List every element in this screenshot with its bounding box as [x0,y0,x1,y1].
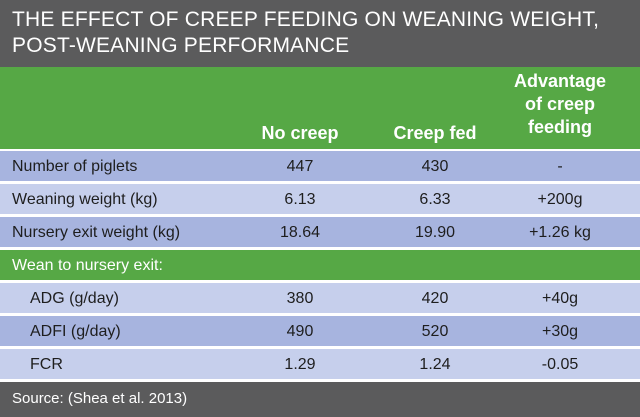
creep-fed-value: 420 [421,290,449,307]
column-header-no-creep: No creep [261,123,339,143]
table-row: ADFI (g/day) 490 520 +30g [0,314,640,346]
table-row: Nursery exit weight (kg) 18.64 19.90 +1.… [0,215,640,247]
table-row: Number of piglets 447 430 - [0,149,640,181]
advantage-value: +40g [541,290,579,307]
no-creep-value: 490 [286,323,314,340]
table-row: ADG (g/day) 380 420 +40g [0,281,640,313]
no-creep-value: 18.64 [279,224,321,241]
table-title: THE EFFECT OF CREEP FEEDING ON WEANING W… [0,0,640,67]
column-header-advantage: Advantage of creep feeding [500,70,620,139]
section-label-row: Wean to nursery exit: [0,248,640,280]
creep-fed-value: 1.24 [419,356,451,373]
column-header-advantage-line-2: of creep [524,94,596,114]
advantage-value: +200g [537,191,583,208]
no-creep-value: 6.13 [284,191,316,208]
column-header-creep-fed: Creep fed [393,123,477,143]
advantage-value: -0.05 [541,356,579,373]
advantage-value: +1.26 kg [529,224,591,241]
advantage-value: - [557,158,563,175]
table-row: Weaning weight (kg) 6.13 6.33 +200g [0,182,640,214]
row-label: FCR [30,356,63,373]
row-label: ADG (g/day) [30,290,119,307]
table-title-line-1: THE EFFECT OF CREEP FEEDING ON WEANING W… [12,8,600,31]
row-label: ADFI (g/day) [30,323,121,340]
advantage-value: +30g [541,323,579,340]
column-header-advantage-line-3: feeding [527,117,592,137]
no-creep-value: 380 [286,290,314,307]
table-row: FCR 1.29 1.24 -0.05 [0,347,640,379]
creep-fed-value: 520 [421,323,449,340]
no-creep-value: 1.29 [284,356,316,373]
column-header-advantage-line-1: Advantage [513,71,607,91]
creep-fed-value: 6.33 [419,191,451,208]
source-note: Source: (Shea et al. 2013) [0,382,640,417]
creep-fed-value: 19.90 [414,224,456,241]
no-creep-value: 447 [286,158,314,175]
row-label: Nursery exit weight (kg) [12,224,181,241]
creep-fed-value: 430 [421,158,449,175]
table-title-line-2: POST-WEANING PERFORMANCE [12,34,350,57]
row-label: Number of piglets [12,158,138,175]
row-label: Weaning weight (kg) [12,191,158,208]
column-header-row: No creep Creep fed Advantage of creep fe… [0,67,640,149]
section-label: Wean to nursery exit: [12,257,163,274]
